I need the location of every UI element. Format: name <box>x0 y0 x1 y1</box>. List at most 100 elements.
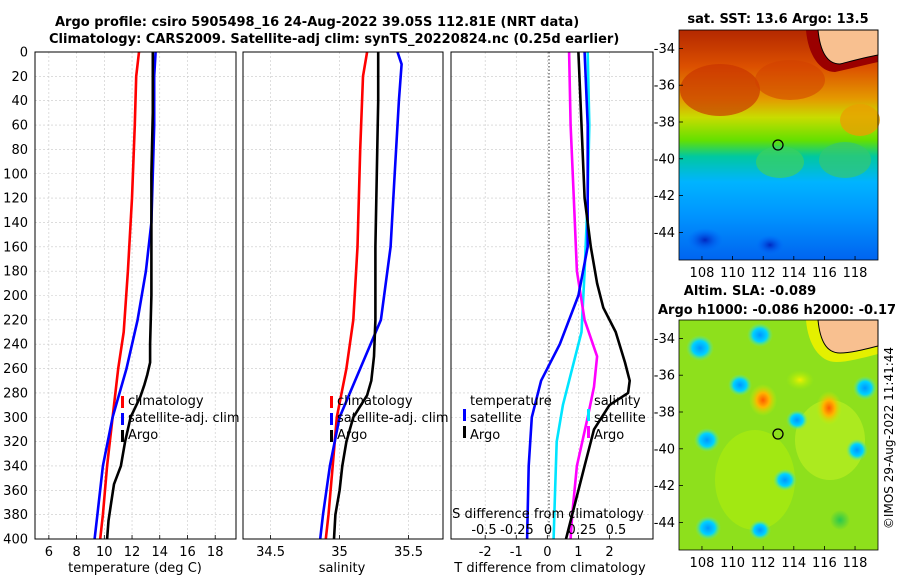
map-y-tick-label: -34 <box>654 42 675 57</box>
salinity-difference-label: S difference from climatology <box>452 507 644 522</box>
x-tick-label: 1 <box>574 545 582 560</box>
depth-tick-label: 100 <box>3 167 28 182</box>
series-line-satellite-adj-clim <box>93 51 157 540</box>
series-line-argo <box>105 52 155 540</box>
depth-tick-label: 20 <box>11 70 28 85</box>
map-x-tick-label: 114 <box>781 266 806 281</box>
map-x-tick-label: 114 <box>781 556 806 571</box>
temperature-xlabel: temperature (deg C) <box>68 561 202 576</box>
temperature-legend: climatology satellite-adj. clim Argo <box>121 394 240 443</box>
legend-swatch-satellite <box>330 413 333 425</box>
legend-label-satellite: satellite <box>470 411 522 426</box>
map-x-tick-label: 116 <box>812 266 837 281</box>
map-y-tick-label: -36 <box>654 369 675 384</box>
series-line-temperature-argo <box>564 51 632 540</box>
map-y-tick-label: -40 <box>654 152 675 167</box>
legend-title-temperature: temperature <box>470 394 552 409</box>
legend-swatch-argo <box>330 430 333 442</box>
depth-tick-label: 180 <box>3 265 28 280</box>
legend-swatch-satellite <box>587 409 590 421</box>
s-tick: -0.5 <box>471 523 496 538</box>
depth-tick-label: 220 <box>3 313 28 328</box>
map-y-tick-label: -34 <box>654 332 675 347</box>
salinity-legend: climatology satellite-adj. clim Argo <box>330 394 449 443</box>
depth-tick-label: 380 <box>3 508 28 523</box>
depth-tick-label: 300 <box>3 411 28 426</box>
map-x-tick-label: 112 <box>751 266 776 281</box>
x-tick-label: 35 <box>331 545 348 560</box>
series-line-satellite-adj-clim <box>318 51 403 540</box>
x-tick-label: 6 <box>45 545 53 560</box>
x-tick-label: 35.5 <box>394 545 423 560</box>
s-tick: 0.5 <box>606 523 627 538</box>
depth-axis-ticks: 0 20 40 60 80 100 120 140 160 180 200 220 240 260 280 3… <box>3 46 28 548</box>
map-x-tick-label: 116 <box>812 556 837 571</box>
map-x-tick-label: 118 <box>843 556 868 571</box>
legend-swatch-argo <box>587 426 590 438</box>
x-tick-label: 18 <box>207 545 224 560</box>
series-line-climatology <box>324 51 369 540</box>
legend-label-argo: Argo <box>128 428 158 443</box>
map-y-tick-label: -38 <box>654 116 675 131</box>
legend-swatch-climatology <box>330 396 333 408</box>
depth-tick-label: 360 <box>3 484 28 499</box>
x-tick-label: -1 <box>510 545 523 560</box>
series-line-argo <box>332 52 380 540</box>
temperature-axis-ticks: 6 8 10 12 14 16 18 <box>45 535 224 560</box>
salinity-axis-ticks: 34.5 35 35.5 <box>256 535 423 560</box>
depth-tick-label: 40 <box>11 94 28 109</box>
map-x-tick-label: 112 <box>751 556 776 571</box>
title-line-1: Argo profile: csiro 5905498_16 24-Aug-20… <box>55 15 580 30</box>
temperature-series <box>93 51 157 540</box>
difference-series <box>525 51 632 540</box>
depth-tick-label: 60 <box>11 119 28 134</box>
x-tick-label: -2 <box>479 545 492 560</box>
x-tick-label: 14 <box>151 545 168 560</box>
map-y-tick-label: -44 <box>654 226 675 241</box>
map-x-tick-label: 108 <box>690 556 715 571</box>
s-tick: -0.25 <box>500 523 534 538</box>
depth-tick-label: 260 <box>3 362 28 377</box>
sst-map-ticks: 108 110 112 114 116 118 -34 -36 -38 -40 -42 -44 <box>654 42 868 281</box>
s-tick: 0 <box>544 523 552 538</box>
x-tick-label: 8 <box>72 545 80 560</box>
legend-swatch-climatology <box>121 396 124 408</box>
x-tick-label: 34.5 <box>256 545 285 560</box>
legend-swatch-argo <box>463 426 466 438</box>
sla-argo-marker <box>772 428 784 440</box>
x-tick-label: 2 <box>605 545 613 560</box>
series-line-climatology <box>98 51 141 540</box>
sst-map <box>678 29 880 261</box>
legend-label-satellite: satellite-adj. clim <box>128 411 240 426</box>
map-y-tick-label: -38 <box>654 406 675 421</box>
depth-tick-label: 240 <box>3 338 28 353</box>
legend-swatch-satellite <box>121 413 124 425</box>
sla-map-ticks: 108 110 112 114 116 118 -34 -36 -38 -40 -42 -44 <box>654 332 868 571</box>
legend-title-salinity: salinity <box>594 394 641 409</box>
legend-label-argo: Argo <box>470 428 500 443</box>
sst-argo-marker <box>772 139 784 151</box>
depth-tick-label: 80 <box>11 143 28 158</box>
series-line-salinity-argo <box>567 51 599 540</box>
map-y-tick-label: -42 <box>654 189 675 204</box>
legend-label-climatology: climatology <box>337 394 413 409</box>
title-line-2: Climatology: CARS2009. Satellite-adj cli… <box>49 32 620 47</box>
map-y-tick-label: -36 <box>654 79 675 94</box>
series-line-temperature-satellite <box>525 51 590 540</box>
legend-label-argo: Argo <box>594 428 624 443</box>
difference-axis-ticks: -2 -1 0 1 2 <box>479 535 614 560</box>
map-x-tick-label: 110 <box>720 556 745 571</box>
imos-watermark: ©IMOS 29-Aug-2022 11:41:44 <box>882 347 896 529</box>
depth-tick-label: 0 <box>20 46 28 61</box>
sst-map-labels: sat. SST: 13.6 Argo: 13.5 108 110 112 114 11… <box>654 12 869 281</box>
difference-panel: -2 -1 0 1 2 T difference from climatology S … <box>450 51 654 576</box>
map-y-tick-label: -44 <box>654 516 675 531</box>
sst-map-title: sat. SST: 13.6 Argo: 13.5 <box>687 12 868 27</box>
depth-tick-label: 400 <box>3 533 28 548</box>
salinity-xlabel: salinity <box>319 561 366 576</box>
x-tick-label: 0 <box>543 545 551 560</box>
salinity-difference-ticks: -0.5 -0.25 0 0.25 0.5 <box>471 523 626 538</box>
sla-map-title: Altim. SLA: -0.089 <box>684 284 816 299</box>
depth-tick-label: 280 <box>3 386 28 401</box>
